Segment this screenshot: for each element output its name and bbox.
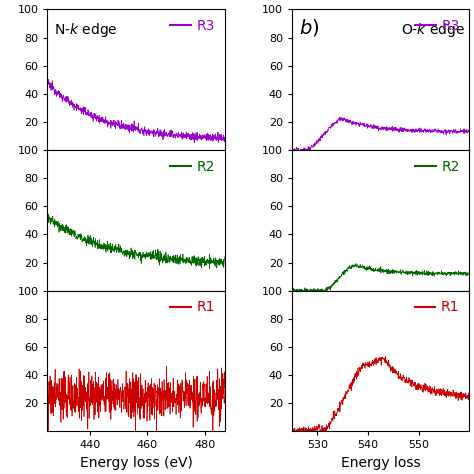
X-axis label: Energy loss (eV): Energy loss (eV) [80,456,192,470]
Legend: R1: R1 [167,298,218,317]
Text: N-$k$ edge: N-$k$ edge [55,21,118,39]
Legend: R2: R2 [167,157,218,177]
Legend: R2: R2 [412,157,462,177]
X-axis label: Energy loss: Energy loss [341,456,420,470]
Legend: R3: R3 [412,17,462,36]
Legend: R3: R3 [167,17,218,36]
Text: O-$k$ edge: O-$k$ edge [401,21,466,39]
Text: $b)$: $b)$ [299,17,319,37]
Legend: R1: R1 [412,298,462,317]
